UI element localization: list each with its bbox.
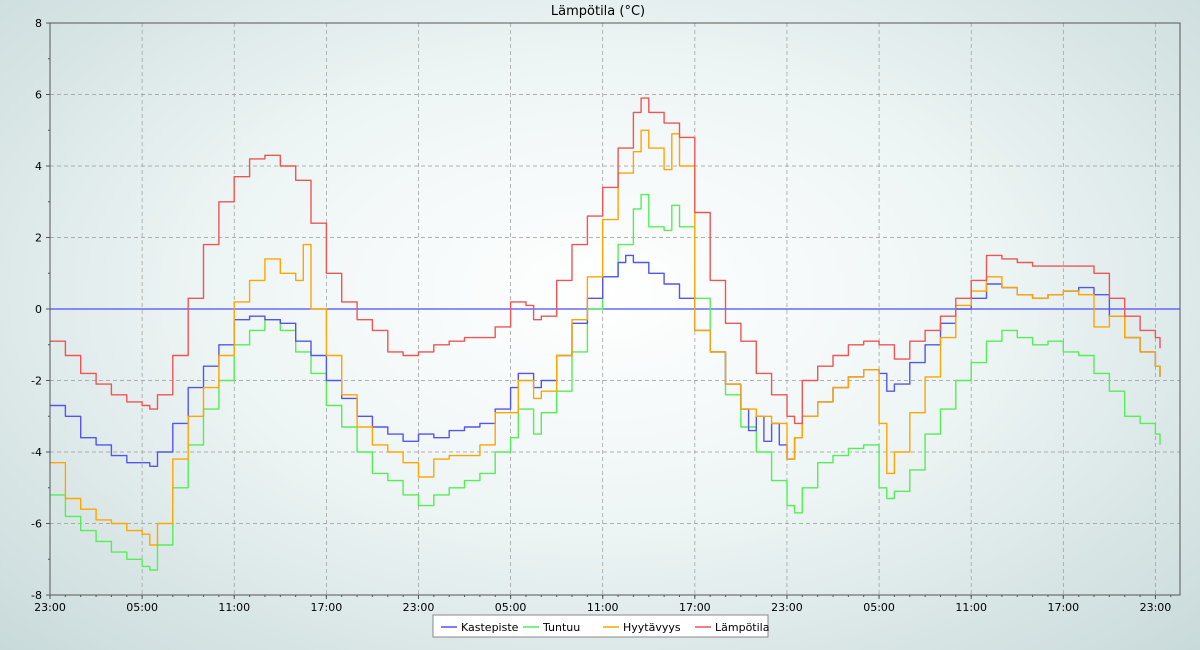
x-tick-label: 17:00 [311,601,343,614]
x-tick-label: 23:00 [1140,601,1172,614]
x-tick-label: 17:00 [679,601,711,614]
x-tick-label: 23:00 [403,601,435,614]
series-line-0 [50,254,1161,467]
legend-label: Hyytävyys [623,621,681,634]
legend: Kastepiste Tuntuu Hyytävyys Lämpötila [432,614,769,638]
y-tick-label: -8 [31,589,42,602]
y-tick-label: 6 [35,89,42,102]
x-tick-label: 05:00 [863,601,895,614]
series-line-3 [50,97,1161,425]
y-tick-label: -6 [31,518,42,531]
chart-title: Lämpötila (°C) [551,4,645,19]
legend-label: Tuntuu [542,621,580,634]
y-tick-label: 2 [35,232,42,245]
axis-ticks: -8 -6 -4 -2 0 2 4 6 8 23:00 05:00 11:00 17:00 23:00 05… [31,17,1172,614]
series-line-2 [50,129,1161,546]
y-tick-label: 4 [35,160,42,173]
x-tick-label: 11:00 [218,601,250,614]
x-tick-label: 11:00 [955,601,987,614]
series-line-1 [50,193,1161,571]
x-tick-label: 05:00 [126,601,158,614]
legend-label: Kastepiste [461,621,519,634]
y-tick-label: 0 [35,303,42,316]
legend-box [432,614,769,638]
x-tick-label: 05:00 [495,601,527,614]
x-tick-label: 11:00 [587,601,619,614]
x-tick-label: 23:00 [34,601,66,614]
series-lines [50,97,1161,571]
x-tick-label: 17:00 [1047,601,1079,614]
x-tick-label: 23:00 [771,601,803,614]
y-tick-label: -4 [31,446,42,459]
legend-label: Lämpötila [715,621,769,634]
y-tick-label: 8 [35,17,42,30]
y-tick-label: -2 [31,375,42,388]
